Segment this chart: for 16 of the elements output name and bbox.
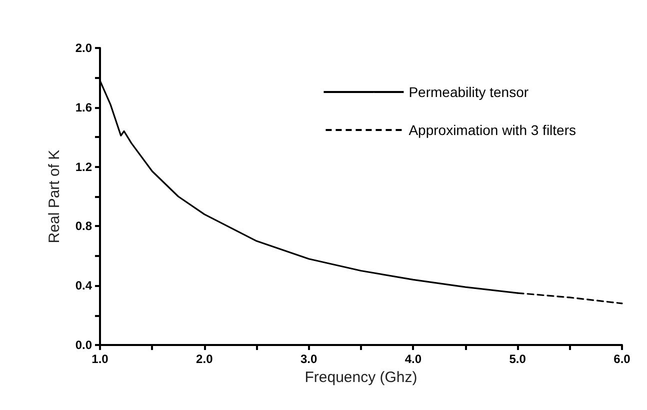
y-tick-label: 2.0 [75,41,92,55]
y-tick-label: 1.2 [75,160,92,174]
x-tick-label: 2.0 [196,352,214,366]
x-tick-label: 5.0 [509,352,526,366]
x-tick-label: 6.0 [614,352,631,366]
x-tick-label: 3.0 [300,352,318,366]
y-axis-title: Real Part of K [46,150,63,244]
x-axis-title: Frequency (Ghz) [304,368,418,386]
x-tick-label: 4.0 [404,352,422,366]
x-tick-label: 1.0 [92,352,109,366]
y-tick-label: 0.8 [75,219,92,234]
legend-label: Approximation with 3 filters [408,122,576,138]
y-tick-label: 0.4 [75,278,92,293]
legend-label: Permeability tensor [408,84,529,100]
y-tick-label: 0.0 [75,338,92,352]
y-tick-label: 1.6 [75,100,92,114]
